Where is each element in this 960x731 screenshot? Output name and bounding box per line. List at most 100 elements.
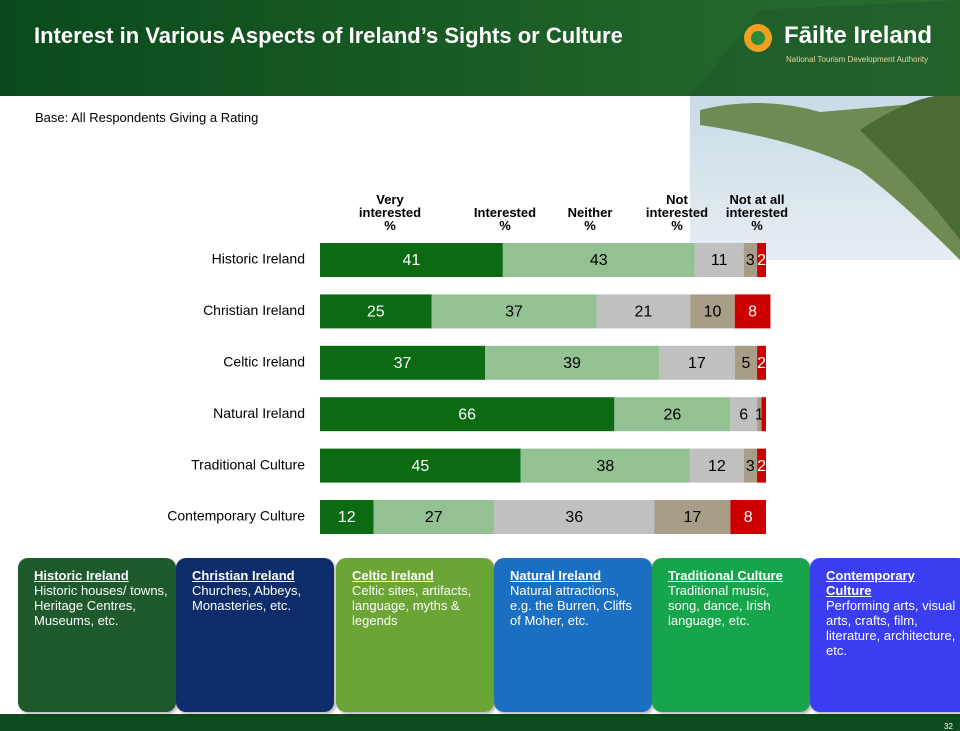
scenery-cliff (860, 94, 960, 240)
value-label: 38 (597, 458, 615, 475)
logo-text: Fāilte Ireland (784, 22, 933, 49)
value-label: 2 (757, 458, 766, 475)
bar-segment (320, 345, 486, 380)
value-label: 1 (755, 406, 764, 423)
category-label: Christian Ireland (203, 302, 305, 318)
bar-segment (502, 243, 695, 277)
description-title: Celtic Ireland (352, 568, 434, 583)
bar-segment (730, 397, 758, 432)
value-label: 10 (704, 304, 722, 321)
value-label: 12 (338, 509, 356, 526)
bar-segment (757, 397, 762, 432)
bar-segment (730, 500, 766, 534)
description-text: Churches, Abbeys, Monasteries, etc. (192, 583, 302, 613)
description-box: Traditional Culture Traditional music, so… (652, 558, 810, 712)
description-title: Natural Ireland (510, 568, 602, 583)
bar-segment (520, 448, 691, 483)
description-text: Natural attractions, e.g. the Burren, Cl… (510, 583, 632, 628)
value-label: 43 (590, 252, 608, 269)
legend-label: Interested (473, 205, 537, 220)
description-text: Historic houses/ towns, Heritage Centres… (34, 583, 168, 628)
bar-segment (761, 397, 766, 432)
description-text: Performing arts, visual arts, crafts, fi… (826, 598, 956, 658)
unit-label: % (671, 218, 683, 233)
value-label: 41 (403, 252, 421, 269)
bar-segment (757, 345, 766, 380)
description-title: Historic Ireland (34, 568, 129, 583)
footer-band (0, 714, 960, 731)
bar-segment (320, 448, 521, 483)
logo-icon-center (751, 31, 765, 45)
legend-label: Not at all interested (725, 192, 789, 220)
category-label: Historic Ireland (212, 251, 305, 267)
bar-segment (734, 294, 771, 329)
bar-segment (694, 243, 744, 277)
description-title: Contemporary Culture (826, 568, 915, 598)
value-label: 3 (746, 458, 755, 475)
category-label: Contemporary Culture (167, 508, 305, 524)
bar-segment (654, 500, 731, 534)
value-label: 37 (505, 304, 523, 321)
category-label: Celtic Ireland (223, 354, 305, 370)
unit-label: % (499, 218, 511, 233)
value-label: 3 (746, 252, 755, 269)
bar-segment (614, 397, 731, 432)
series-header: Not interested% (642, 150, 712, 232)
category-label: Traditional Culture (191, 456, 305, 472)
bar-segment (734, 345, 758, 380)
bar-segment (658, 345, 735, 380)
value-label: 26 (663, 406, 681, 423)
value-label: 2 (757, 355, 766, 372)
category-label: Natural Ireland (213, 405, 305, 421)
value-label: 6 (739, 406, 748, 423)
bar-segment (320, 243, 503, 277)
series-header: Neither% (555, 150, 625, 232)
header-fade (690, 0, 960, 96)
value-label: 12 (708, 458, 726, 475)
legend-label: Neither (567, 205, 613, 220)
bar-segment (320, 397, 615, 432)
series-header: Interested% (465, 150, 545, 232)
description-title: Christian Ireland (192, 568, 295, 583)
value-label: 39 (563, 355, 581, 372)
description-text: Celtic sites, artifacts, language, myths… (352, 583, 472, 628)
description-box: Christian Ireland Churches, Abbeys, Monas… (176, 558, 334, 712)
value-label: 45 (411, 458, 429, 475)
value-label: 66 (458, 406, 476, 423)
value-label: 2 (757, 252, 766, 269)
bar-segment (757, 243, 766, 277)
unit-label: % (751, 218, 763, 233)
description-box: Celtic Ireland Celtic sites, artifacts, l… (336, 558, 494, 712)
value-label: 25 (367, 304, 385, 321)
bar-segment (320, 294, 432, 329)
value-label: 21 (634, 304, 652, 321)
bar-segment (485, 345, 659, 380)
description-box: Natural Ireland Natural attractions, e.g.… (494, 558, 652, 712)
description-box: Historic Ireland Historic houses/ towns, … (18, 558, 176, 712)
page-number: 32 (944, 722, 953, 731)
bar-segment (596, 294, 691, 329)
value-label: 36 (565, 509, 583, 526)
value-label: 8 (748, 304, 757, 321)
bar-segment (757, 448, 766, 483)
value-label: 11 (711, 252, 728, 269)
bar-segment (743, 448, 758, 483)
bar-segment (690, 294, 735, 329)
series-header: Not at all interested% (717, 150, 797, 232)
bar-segment (690, 448, 744, 483)
bar-segment (373, 500, 494, 534)
subtitle: Base: All Respondents Giving a Rating (35, 110, 259, 125)
description-title: Traditional Culture (668, 568, 783, 583)
slide-title: Interest in Various Aspects of Ireland’s… (34, 23, 623, 48)
description-text: Traditional music, song, dance, Irish la… (668, 583, 771, 628)
value-label: 5 (741, 355, 750, 372)
value-label: 8 (744, 509, 753, 526)
bar-segment (743, 243, 758, 277)
description-box: Contemporary Culture Performing arts, vis… (810, 558, 960, 712)
unit-label: % (384, 218, 396, 233)
logo-tagline: National Tourism Development Authority (786, 55, 929, 64)
value-label: 27 (425, 509, 443, 526)
series-header: Very interested% (357, 150, 423, 232)
